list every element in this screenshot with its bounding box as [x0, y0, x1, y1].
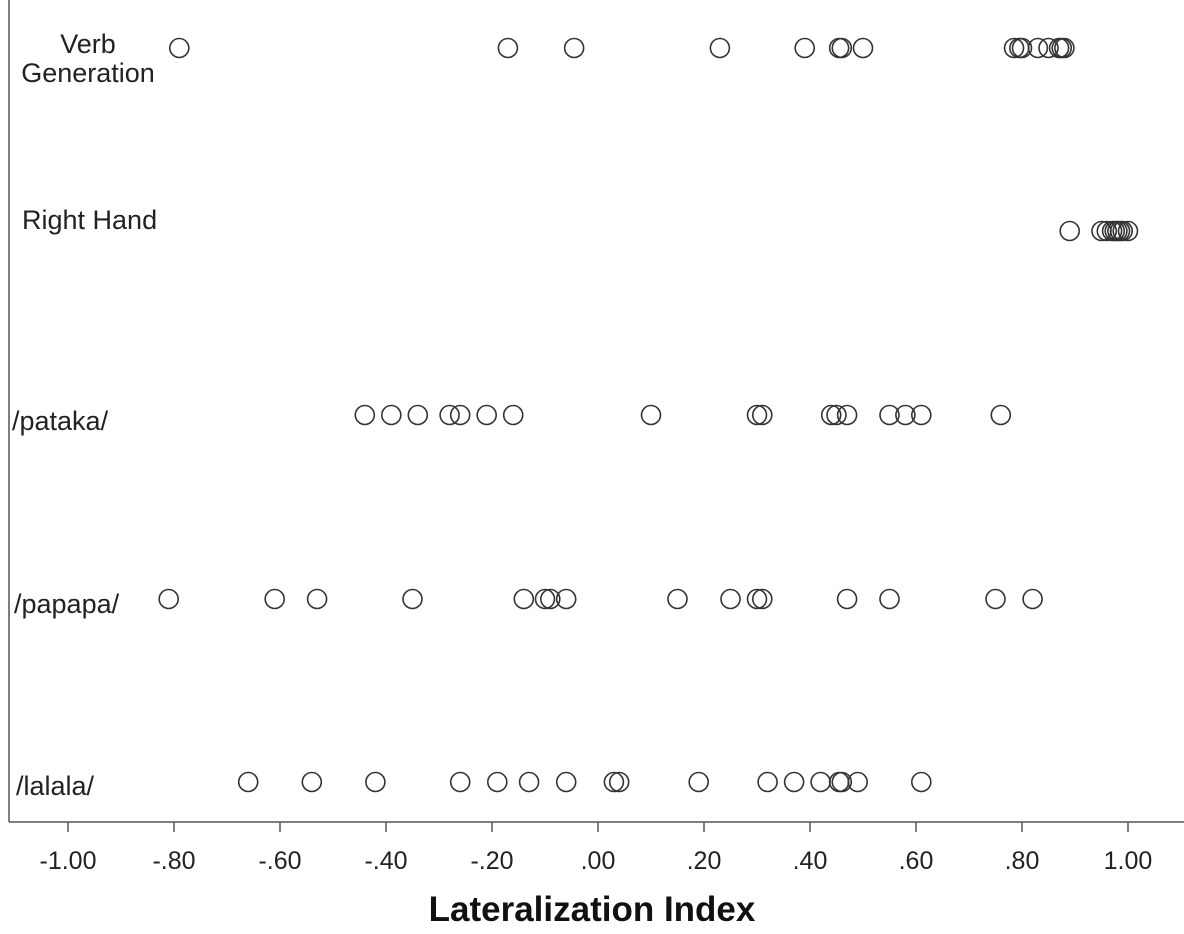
data-point [365, 771, 386, 793]
data-point [402, 588, 423, 610]
x-tick-label: .40 [793, 847, 828, 875]
data-point [1117, 220, 1139, 242]
data-point [688, 771, 710, 793]
data-point [852, 37, 874, 59]
data-point [783, 771, 805, 793]
data-point [667, 588, 688, 610]
data-point [1054, 37, 1075, 59]
data-point [486, 771, 508, 793]
x-tick-label: -.60 [258, 847, 301, 875]
data-point [1011, 37, 1033, 59]
data-point [264, 588, 286, 610]
data-point [746, 404, 768, 426]
x-axis-title: Lateralization Index [428, 890, 756, 929]
data-point [820, 404, 842, 426]
data-point [836, 404, 858, 426]
data-point [910, 771, 932, 793]
data-point [757, 771, 778, 793]
category-label-line: /lalala/ [16, 771, 95, 801]
category-label: /lalala/ [16, 770, 94, 802]
data-point [603, 771, 625, 793]
data-point [301, 771, 323, 793]
data-point [1112, 220, 1133, 242]
data-point [831, 37, 853, 59]
category-label-line: /pataka/ [12, 406, 109, 436]
category-label-line: /papapa/ [14, 589, 120, 619]
category-label: Right Hand [22, 204, 157, 236]
data-point [990, 404, 1012, 426]
category-label: /pataka/ [12, 405, 108, 437]
x-tick-label: -.40 [364, 847, 407, 875]
data-point [831, 771, 853, 793]
x-tick-label: .80 [1005, 847, 1040, 875]
data-point [1096, 220, 1118, 242]
data-point [879, 588, 900, 610]
data-point [534, 588, 556, 610]
data-point [879, 404, 900, 426]
data-point [810, 771, 831, 793]
data-point [555, 588, 577, 610]
data-point [751, 404, 773, 426]
data-point [306, 588, 328, 610]
data-point [518, 771, 540, 793]
data-point [380, 404, 402, 426]
data-point [985, 588, 1006, 610]
data-point [169, 37, 190, 59]
x-tick-label: .20 [687, 847, 722, 875]
data-point [539, 588, 561, 610]
category-label: /papapa/ [14, 588, 119, 620]
data-point [640, 404, 662, 426]
data-point [836, 588, 858, 610]
data-point [1038, 37, 1059, 59]
data-point [1059, 220, 1080, 242]
category-label-line: Right Hand [22, 205, 158, 235]
data-point [608, 771, 630, 793]
data-point [237, 771, 259, 793]
data-point [158, 588, 179, 610]
x-tick-label: 1.00 [1104, 847, 1153, 875]
category-label-line: Generation [21, 58, 155, 88]
data-point [1022, 588, 1043, 610]
data-point [1003, 37, 1025, 59]
data-point [449, 771, 471, 793]
x-tick-label: -1.00 [40, 847, 97, 875]
data-point [513, 588, 535, 610]
x-tick-label: -.20 [470, 847, 513, 875]
data-point [746, 588, 768, 610]
data-point [720, 588, 741, 610]
data-point [439, 404, 460, 426]
data-point [502, 404, 524, 426]
data-point [794, 37, 816, 59]
data-point [449, 404, 471, 426]
category-label: Verb Generation [0, 28, 176, 89]
data-point [847, 771, 869, 793]
data-point [826, 404, 847, 426]
x-tick-label: .60 [899, 847, 934, 875]
x-tick-label: -.80 [152, 847, 195, 875]
data-point [910, 404, 932, 426]
data-point [476, 404, 498, 426]
category-label-line: Verb [60, 29, 116, 59]
data-point [895, 404, 916, 426]
data-point [497, 37, 519, 59]
data-point [354, 404, 376, 426]
x-tick-label: .00 [581, 847, 616, 875]
data-point [563, 37, 585, 59]
data-point [709, 37, 731, 59]
data-point [407, 404, 429, 426]
data-point [1027, 37, 1049, 59]
data-point [555, 771, 577, 793]
data-point [751, 588, 773, 610]
